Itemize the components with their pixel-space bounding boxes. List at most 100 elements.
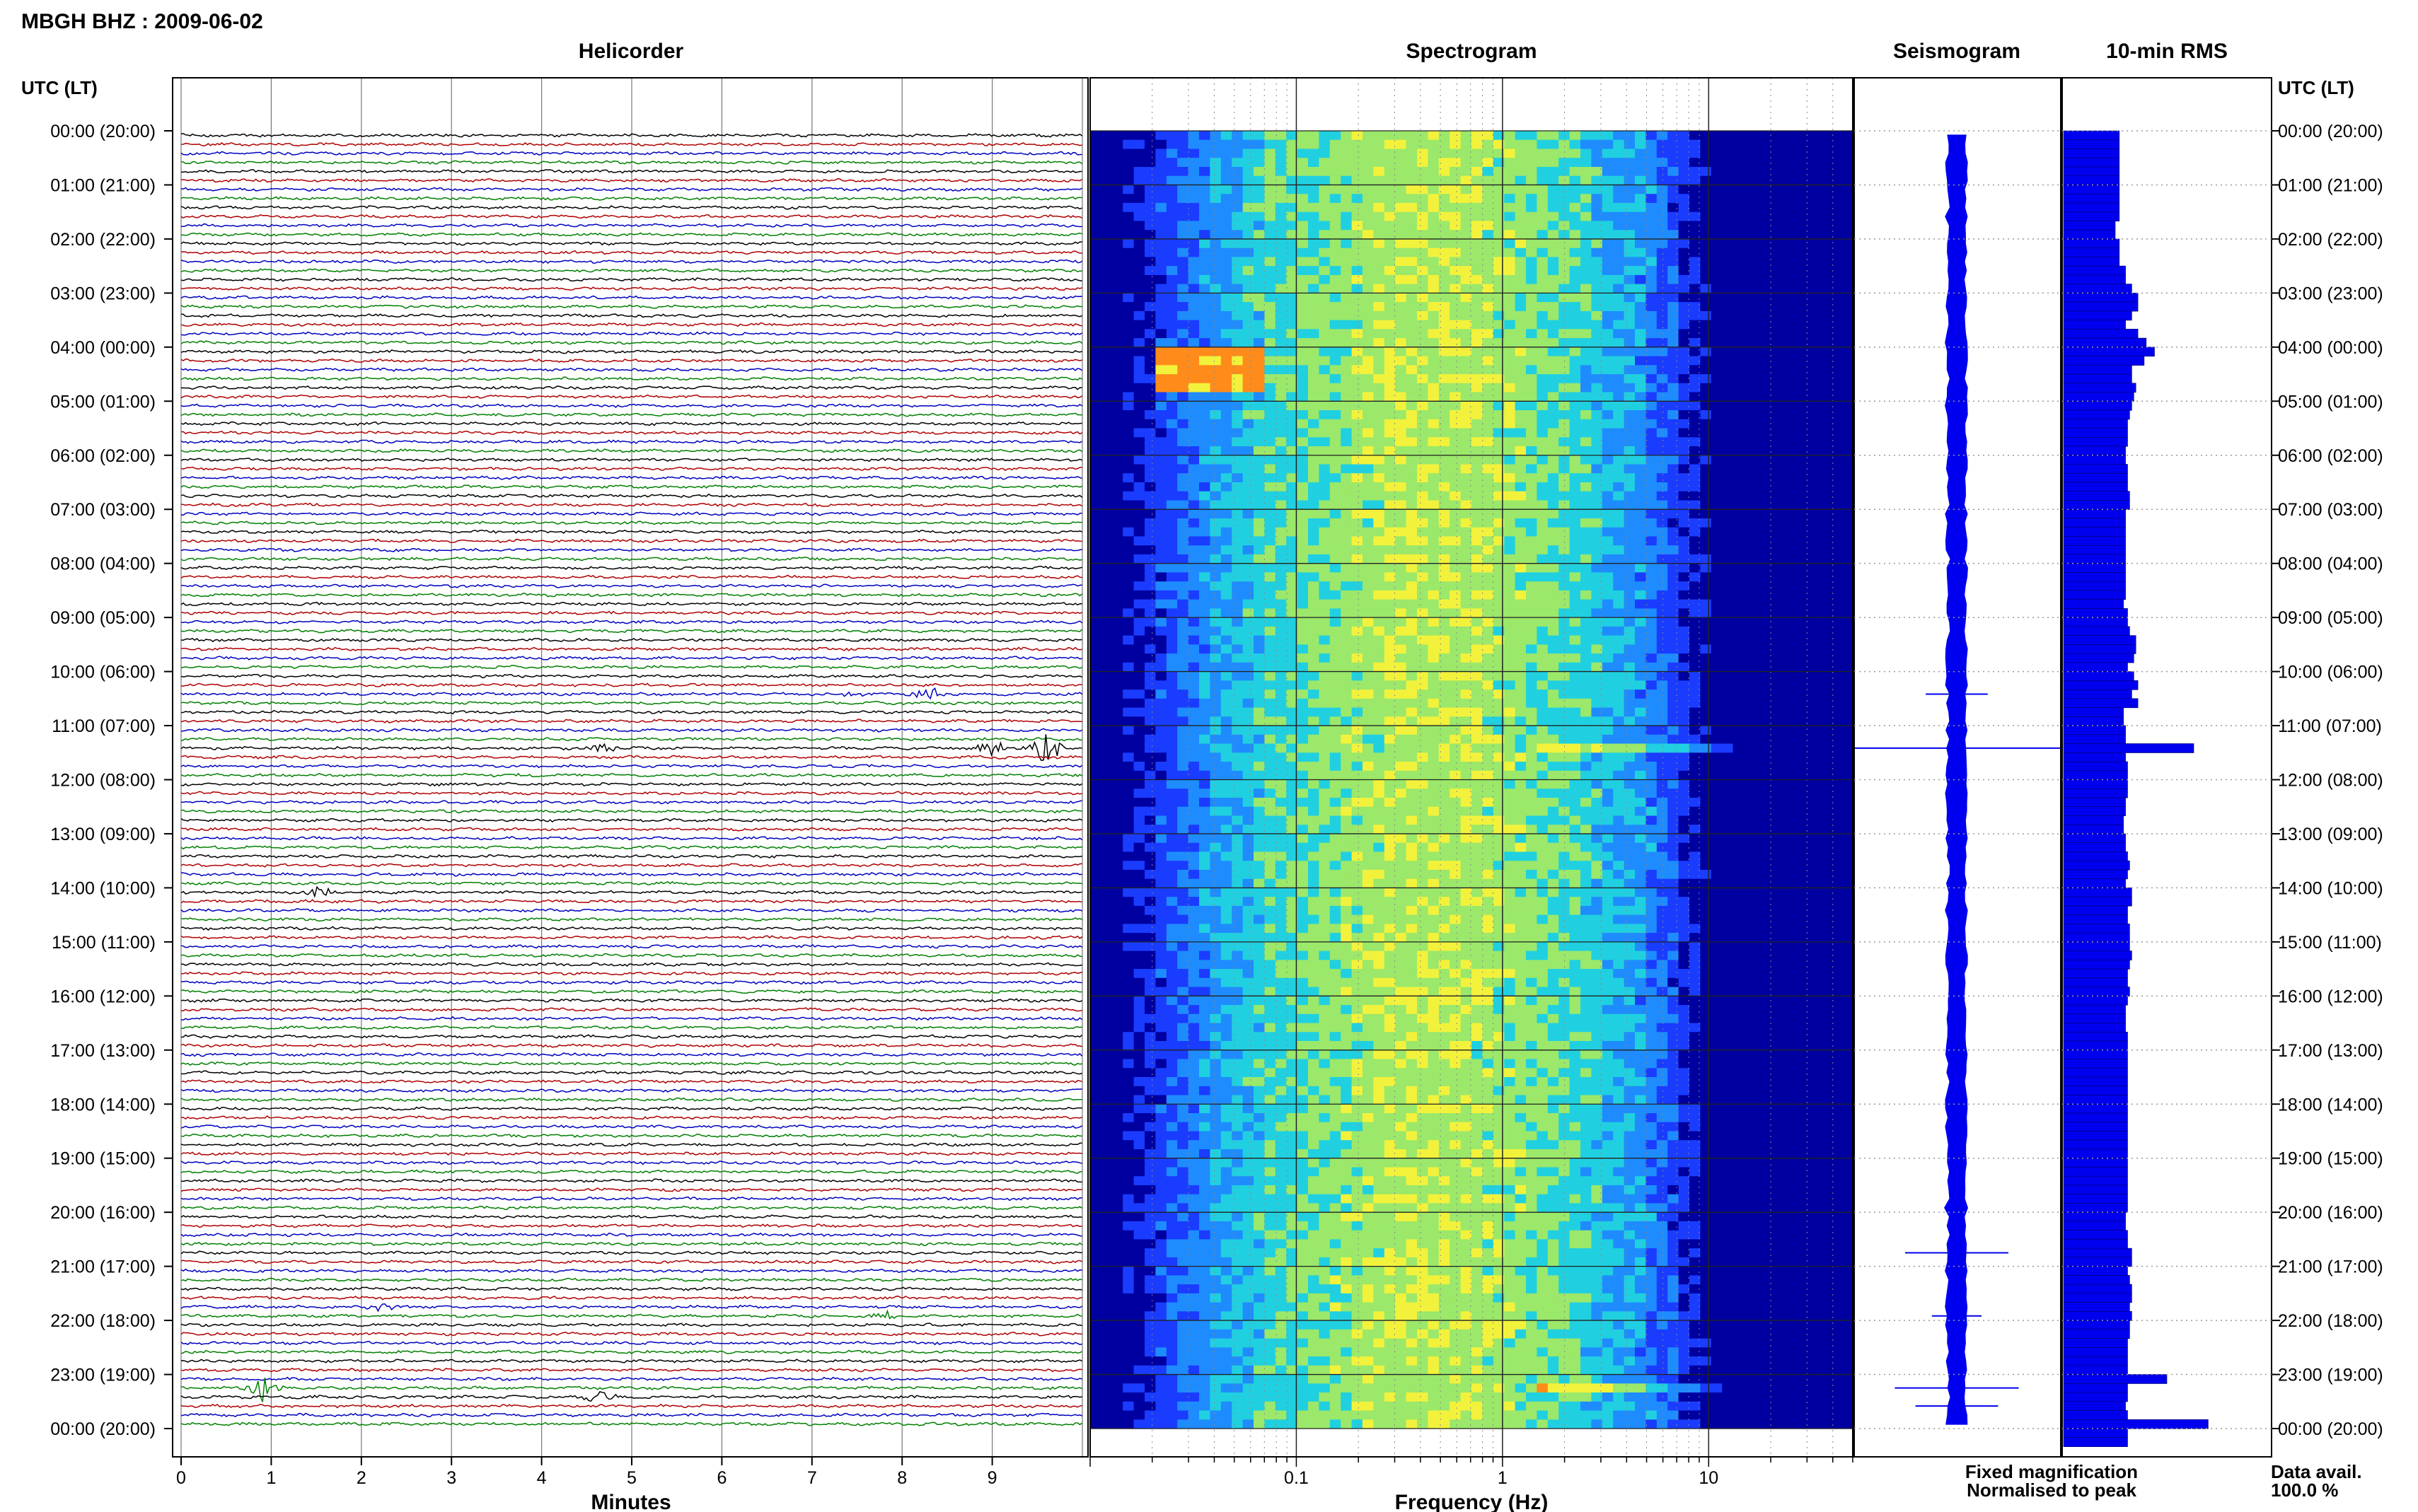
spectrogram-cell — [1482, 707, 1494, 717]
spectrogram-cell — [1656, 383, 1668, 393]
spectrogram-cell — [1319, 536, 1331, 546]
spectrogram-cell — [1428, 410, 1440, 420]
spectrogram-cell — [1765, 734, 1777, 745]
spectrogram-cell — [1438, 175, 1450, 185]
spectrogram-cell — [1645, 401, 1658, 411]
spectrogram-cell — [1264, 446, 1276, 456]
spectrogram-cell — [1754, 653, 1766, 663]
spectrogram-cell — [1765, 527, 1777, 537]
spectrogram-cell — [1831, 680, 1843, 690]
spectrogram-cell — [1297, 365, 1309, 375]
spectrogram-cell — [1199, 392, 1210, 402]
spectrogram-cell — [1417, 698, 1428, 709]
spectrogram-cell — [1438, 293, 1450, 303]
spectrogram-cell — [1351, 626, 1363, 636]
spectrogram-cell — [1351, 698, 1363, 709]
spectrogram-cell — [1264, 608, 1276, 618]
spectrogram-cell — [1504, 401, 1516, 411]
spectrogram-cell — [1111, 690, 1123, 699]
spectrogram-cell — [1493, 518, 1505, 528]
spectrogram-cell — [1841, 419, 1853, 429]
spectrogram-cell — [1558, 320, 1570, 330]
spectrogram-cell — [1232, 329, 1244, 339]
spectrogram-cell — [1809, 509, 1821, 519]
spectrogram-cell — [1667, 131, 1679, 141]
spectrogram-cell — [1286, 518, 1298, 528]
spectrogram-cell — [1123, 383, 1135, 393]
spectrogram-cell — [1580, 194, 1592, 204]
spectrogram-cell — [1363, 608, 1374, 618]
spectrogram-cell — [1438, 662, 1450, 673]
spectrogram-cell — [1591, 230, 1603, 240]
spectrogram-cell — [1145, 302, 1156, 312]
spectrogram-cell — [1428, 473, 1440, 483]
spectrogram-cell — [1547, 608, 1559, 618]
spectrogram-cell — [1232, 167, 1244, 177]
spectrogram-cell — [1351, 572, 1363, 582]
spectrogram-cell — [1591, 572, 1603, 582]
spectrogram-cell — [1275, 680, 1287, 690]
spectrogram-cell — [1166, 365, 1178, 375]
spectrogram-cell — [1188, 185, 1200, 194]
spectrogram-cell — [1428, 653, 1440, 663]
spectrogram-cell — [1220, 743, 1232, 753]
spectrogram-cell — [1123, 437, 1135, 447]
spectrogram-cell — [1580, 626, 1592, 636]
spectrogram-cell — [1591, 581, 1603, 591]
spectrogram-cell — [1406, 662, 1418, 673]
spectrogram-cell — [1428, 554, 1440, 564]
spectrogram-cell — [1177, 293, 1189, 303]
spectrogram-cell — [1569, 473, 1581, 483]
spectrogram-cell — [1613, 329, 1625, 339]
spectrogram-cell — [1363, 545, 1374, 555]
spectrogram-cell — [1471, 274, 1483, 285]
spectrogram-cell — [1504, 238, 1516, 249]
spectrogram-cell — [1123, 762, 1135, 772]
spectrogram-cell — [1645, 500, 1658, 510]
spectrogram-cell — [1602, 211, 1614, 221]
spectrogram-cell — [1776, 572, 1788, 582]
spectrogram-cell — [1493, 274, 1505, 285]
spectrogram-cell — [1613, 202, 1625, 213]
spectrogram-cell — [1199, 690, 1210, 699]
spectrogram-cell — [1166, 762, 1178, 772]
spectrogram-cell — [1841, 635, 1853, 645]
spectrogram-cell — [1417, 175, 1428, 185]
spectrogram-cell — [1809, 419, 1821, 429]
spectrogram-cell — [1722, 202, 1734, 213]
spectrogram-cell — [1373, 509, 1385, 519]
spectrogram-cell — [1722, 563, 1734, 573]
spectrogram-cell — [1787, 500, 1799, 510]
spectrogram-cell — [1297, 131, 1309, 141]
spectrogram-cell — [1210, 202, 1222, 213]
spectrogram-cell — [1678, 482, 1690, 492]
spectrogram-cell — [1700, 762, 1712, 772]
spectrogram-cell — [1220, 248, 1232, 257]
spectrogram-cell — [1493, 653, 1505, 663]
spectrogram-cell — [1384, 644, 1396, 654]
spectrogram-cell — [1090, 545, 1101, 555]
spectrogram-cell — [1754, 509, 1766, 519]
spectrogram-cell — [1591, 716, 1603, 726]
spectrogram-cell — [1602, 347, 1614, 357]
spectrogram-cell — [1645, 707, 1658, 717]
spectrogram-cell — [1166, 752, 1178, 762]
spectrogram-cell — [1656, 518, 1668, 528]
spectrogram-cell — [1155, 770, 1167, 781]
spectrogram-cell — [1155, 401, 1167, 411]
spectrogram-cell — [1504, 202, 1516, 213]
spectrogram-cell — [1264, 752, 1276, 762]
spectrogram-cell — [1754, 437, 1766, 447]
spectrogram-cell — [1635, 446, 1646, 456]
spectrogram-cell — [1744, 374, 1755, 384]
spectrogram-cell — [1678, 419, 1690, 429]
spectrogram-cell — [1341, 473, 1353, 483]
spectrogram-cell — [1624, 238, 1636, 249]
spectrogram-cell — [1645, 274, 1658, 285]
spectrogram-cell — [1678, 572, 1690, 582]
spectrogram-cell — [1580, 473, 1592, 483]
spectrogram-cell — [1656, 356, 1668, 366]
spectrogram-cell — [1101, 509, 1113, 519]
spectrogram-cell — [1624, 149, 1636, 158]
spectrogram-cell — [1242, 446, 1254, 456]
